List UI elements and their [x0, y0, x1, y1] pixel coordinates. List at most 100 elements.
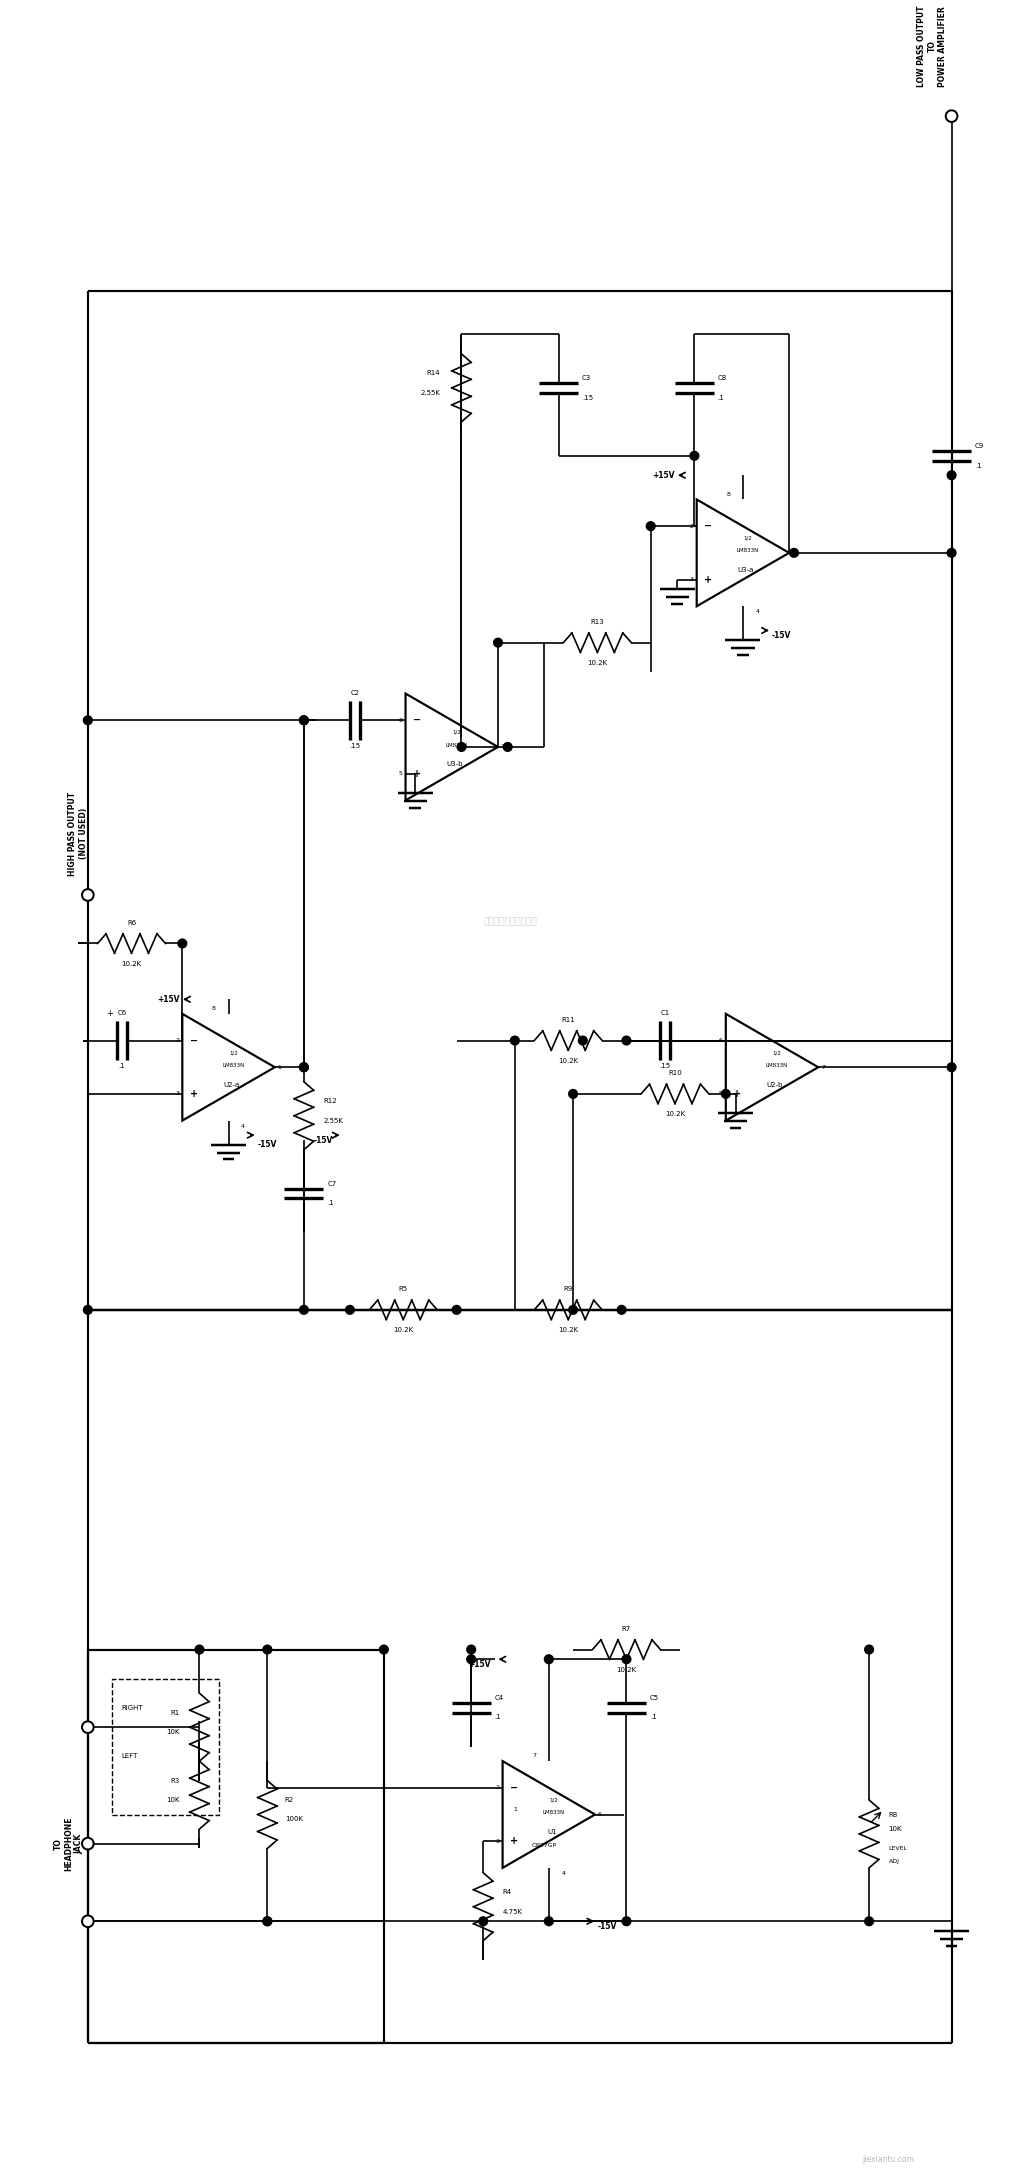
Circle shape: [502, 743, 512, 751]
Text: R9: R9: [564, 1286, 573, 1293]
Circle shape: [864, 1918, 872, 1926]
Text: R3: R3: [170, 1778, 179, 1784]
Circle shape: [945, 111, 957, 122]
Text: R10: R10: [667, 1070, 681, 1077]
Text: R4: R4: [502, 1889, 512, 1896]
Text: LM833N: LM833N: [765, 1064, 788, 1068]
Circle shape: [82, 1915, 94, 1926]
Text: 10.2K: 10.2K: [557, 1328, 578, 1332]
Text: 杭州将睹科技有限公司: 杭州将睹科技有限公司: [483, 917, 536, 926]
Text: 6: 6: [597, 1813, 601, 1817]
Text: 3: 3: [689, 577, 693, 583]
Text: 3: 3: [495, 1839, 499, 1843]
Text: 1/2: 1/2: [743, 535, 751, 542]
Text: 10K: 10K: [166, 1797, 179, 1804]
Text: +: +: [190, 1090, 198, 1099]
Text: C5: C5: [649, 1695, 658, 1701]
Circle shape: [544, 1655, 552, 1664]
Text: 10.2K: 10.2K: [392, 1328, 413, 1332]
Text: 10K: 10K: [888, 1826, 901, 1832]
Text: R11: R11: [560, 1018, 575, 1022]
Text: R5: R5: [398, 1286, 408, 1293]
Text: C2: C2: [350, 690, 359, 697]
Circle shape: [177, 939, 186, 948]
Text: 100K: 100K: [284, 1817, 303, 1821]
Circle shape: [578, 1035, 587, 1044]
Text: 7: 7: [820, 1066, 824, 1070]
Circle shape: [84, 716, 92, 725]
Text: C8: C8: [717, 376, 727, 382]
Text: 3: 3: [175, 1092, 179, 1096]
Text: −: −: [733, 1035, 741, 1046]
Text: −: −: [703, 522, 711, 531]
Circle shape: [263, 1645, 271, 1653]
Circle shape: [947, 1064, 955, 1072]
Circle shape: [569, 1306, 577, 1315]
Text: 10.2K: 10.2K: [615, 1666, 636, 1673]
Circle shape: [510, 1035, 519, 1044]
Text: 8: 8: [726, 491, 730, 496]
Text: 10.2K: 10.2K: [664, 1112, 685, 1118]
Circle shape: [263, 1918, 271, 1926]
Circle shape: [689, 452, 698, 461]
Bar: [112, 1679, 219, 1815]
Text: ADJ: ADJ: [888, 1859, 899, 1863]
Text: R8: R8: [888, 1811, 897, 1817]
Circle shape: [84, 1306, 92, 1315]
Text: U3-b: U3-b: [446, 762, 463, 767]
Text: 2.55K: 2.55K: [420, 389, 439, 395]
Text: LM833N: LM833N: [445, 743, 468, 747]
Text: 4: 4: [755, 609, 759, 614]
Text: −: −: [413, 716, 421, 725]
Circle shape: [82, 1837, 94, 1850]
Text: .1: .1: [327, 1199, 333, 1206]
Text: 1: 1: [277, 1066, 281, 1070]
Text: .1: .1: [974, 463, 980, 470]
Text: LM833N: LM833N: [736, 548, 758, 553]
Circle shape: [300, 716, 308, 725]
Text: LM833N: LM833N: [542, 1811, 565, 1815]
Circle shape: [478, 1918, 487, 1926]
Text: +: +: [413, 769, 421, 780]
Text: 8: 8: [212, 1007, 216, 1011]
Circle shape: [622, 1918, 630, 1926]
Circle shape: [82, 889, 94, 900]
Circle shape: [622, 1035, 630, 1044]
Text: U2-a: U2-a: [223, 1081, 239, 1088]
Circle shape: [300, 1064, 308, 1072]
Text: LM833N: LM833N: [222, 1064, 245, 1068]
Text: 2.55K: 2.55K: [323, 1118, 342, 1123]
Circle shape: [864, 1645, 872, 1653]
Text: HIGH PASS OUTPUT
(NOT USED): HIGH PASS OUTPUT (NOT USED): [68, 791, 88, 876]
Text: +15V: +15V: [468, 1660, 490, 1669]
Text: R1: R1: [170, 1710, 179, 1717]
Circle shape: [569, 1090, 577, 1099]
Circle shape: [467, 1645, 475, 1653]
Text: OP27GP: OP27GP: [531, 1843, 556, 1848]
Text: U3-a: U3-a: [737, 568, 753, 574]
Circle shape: [720, 1090, 730, 1099]
Circle shape: [947, 472, 955, 480]
Text: LOW PASS OUTPUT
TO
POWER AMPLIFIER: LOW PASS OUTPUT TO POWER AMPLIFIER: [916, 7, 947, 87]
Text: R12: R12: [323, 1099, 336, 1105]
Text: .15: .15: [659, 1064, 671, 1068]
Circle shape: [263, 1918, 271, 1926]
Text: -15V: -15V: [258, 1140, 277, 1149]
Text: 1: 1: [792, 550, 795, 555]
Circle shape: [467, 1655, 475, 1664]
Text: 7: 7: [532, 1754, 536, 1758]
Circle shape: [544, 1918, 552, 1926]
Circle shape: [457, 743, 466, 751]
Text: +: +: [733, 1090, 741, 1099]
Text: LEVEL: LEVEL: [888, 1845, 907, 1852]
Text: .1: .1: [649, 1714, 656, 1721]
Text: +: +: [510, 1837, 518, 1845]
Text: 6: 6: [398, 719, 403, 723]
Text: LEFT: LEFT: [121, 1754, 138, 1760]
Circle shape: [300, 1306, 308, 1315]
Text: 2: 2: [689, 524, 693, 529]
Circle shape: [82, 1721, 94, 1732]
Text: −: −: [510, 1782, 518, 1793]
Text: 10.2K: 10.2K: [121, 961, 142, 968]
Text: C4: C4: [494, 1695, 503, 1701]
